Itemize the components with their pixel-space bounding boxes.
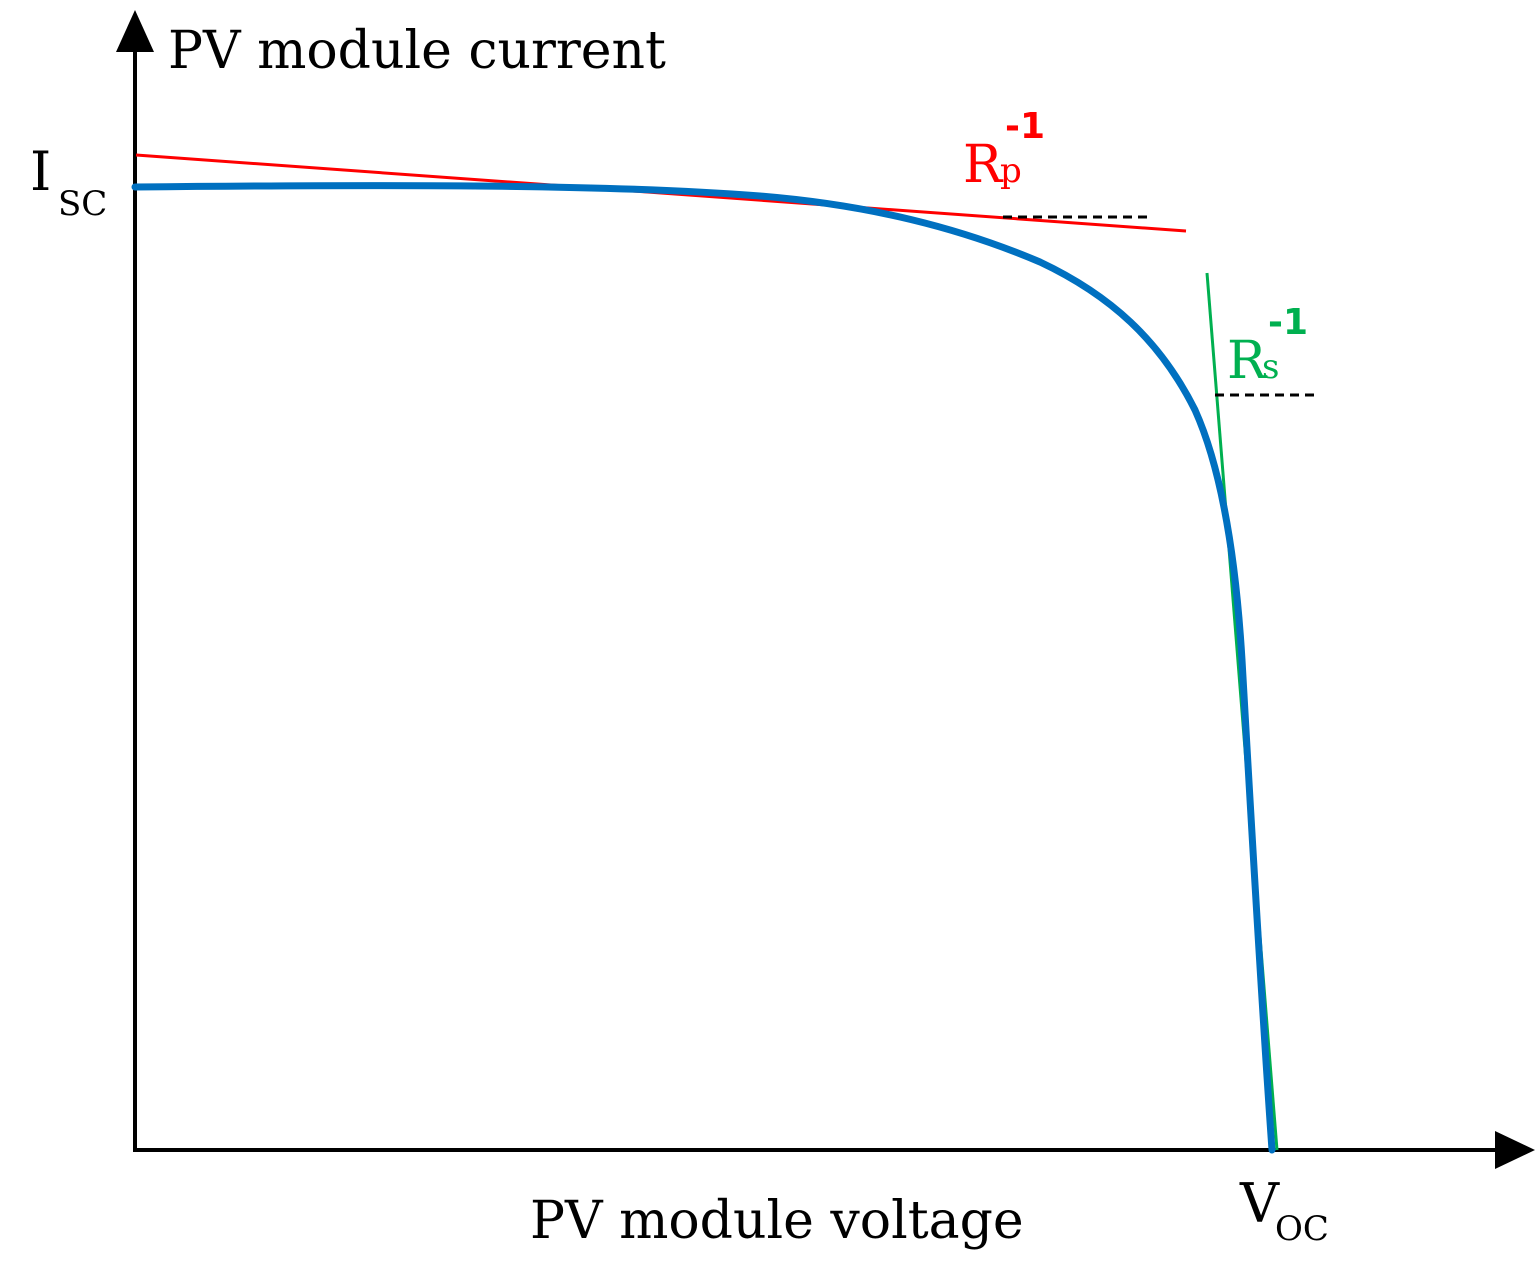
rp-label-main: R (963, 135, 1004, 195)
voc-label-main: V (1239, 1172, 1280, 1235)
x-axis-arrow (1495, 1131, 1535, 1169)
y-axis-label: PV module current (168, 21, 666, 81)
rp-label-superscript: -1 (1005, 106, 1045, 147)
x-axis-label: PV module voltage (530, 1191, 1024, 1251)
rs-label-superscript: -1 (1268, 302, 1308, 343)
rp-label-subscript: p (1000, 151, 1022, 191)
y-axis-arrow (116, 10, 154, 52)
rs-label: R s -1 (1227, 302, 1308, 391)
isc-label-main: I (30, 140, 51, 203)
rs-label-subscript: s (1262, 347, 1279, 387)
iv-curve (131, 182, 1276, 1154)
voc-label-subscript: OC (1275, 1209, 1329, 1249)
isc-label: I SC (30, 140, 107, 224)
voc-label: V OC (1239, 1172, 1329, 1249)
rp-label: R p -1 (963, 106, 1045, 195)
rs-label-main: R (1227, 331, 1268, 391)
isc-label-subscript: SC (58, 184, 107, 224)
